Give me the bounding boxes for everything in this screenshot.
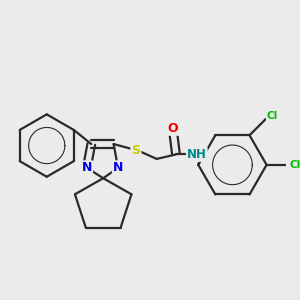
- Text: O: O: [168, 122, 178, 135]
- Text: S: S: [131, 143, 140, 157]
- Text: Cl: Cl: [267, 111, 278, 121]
- Text: N: N: [113, 161, 123, 174]
- Text: N: N: [82, 161, 92, 174]
- Text: Cl: Cl: [290, 160, 300, 170]
- Text: NH: NH: [187, 148, 207, 161]
